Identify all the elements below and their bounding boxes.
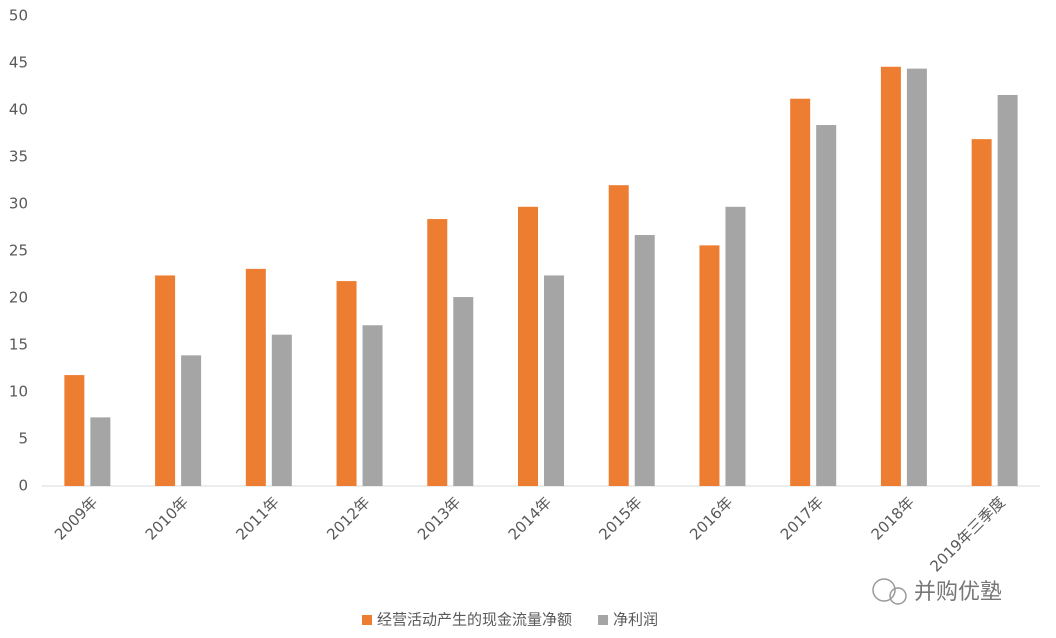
bar (544, 275, 564, 486)
bar (725, 206, 746, 486)
bar (453, 297, 474, 486)
y-tick-label: 5 (18, 430, 28, 448)
x-tick-label: 2018年 (868, 493, 918, 543)
bar (997, 94, 1018, 487)
bar (608, 185, 629, 486)
x-tick-label: 2012年 (323, 493, 373, 543)
x-tick-label: 2011年 (232, 493, 282, 543)
legend-swatch (598, 615, 609, 625)
x-tick-label: 2013年 (414, 493, 464, 543)
bar (427, 219, 448, 487)
x-tick-label: 2015年 (595, 493, 645, 543)
bar (336, 281, 357, 486)
watermark: 并购优塾 (872, 578, 1002, 605)
y-tick-label: 40 (9, 101, 28, 119)
bar (699, 245, 720, 486)
bar (518, 206, 538, 486)
y-tick-label: 25 (9, 242, 28, 260)
legend-label: 经营活动产生的现金流量净额 (377, 611, 572, 629)
x-tick-label: 2016年 (686, 493, 736, 543)
bar (880, 66, 901, 486)
y-tick-label: 15 (9, 336, 28, 354)
x-tick-label: 2017年 (777, 493, 827, 543)
bar (971, 139, 992, 486)
watermark-text: 并购优塾 (914, 580, 1002, 605)
legend-label: 净利润 (613, 611, 658, 629)
bar (790, 98, 811, 486)
bar (271, 334, 292, 486)
bar (155, 275, 176, 486)
bar (634, 235, 655, 486)
x-tick-label: 2014年 (505, 493, 555, 543)
legend-swatch (362, 615, 372, 625)
bar (362, 325, 383, 486)
y-tick-label: 45 (9, 54, 28, 72)
bar (906, 68, 927, 486)
y-tick-label: 50 (9, 7, 28, 25)
x-tick-label: 2009年 (51, 493, 101, 543)
bar (245, 268, 266, 486)
y-tick-label: 10 (9, 383, 28, 401)
x-tick-label: 2019年三季度 (926, 493, 1008, 575)
bar (90, 417, 111, 486)
bar (181, 355, 202, 486)
y-tick-label: 0 (18, 477, 28, 495)
y-tick-label: 20 (9, 289, 28, 307)
bar (816, 125, 837, 486)
x-tick-label: 2010年 (142, 493, 192, 543)
watermark-icon (872, 578, 896, 602)
y-tick-label: 30 (9, 195, 28, 213)
y-tick-label: 35 (9, 148, 28, 166)
watermark-icon (889, 587, 907, 605)
bar (64, 375, 85, 486)
